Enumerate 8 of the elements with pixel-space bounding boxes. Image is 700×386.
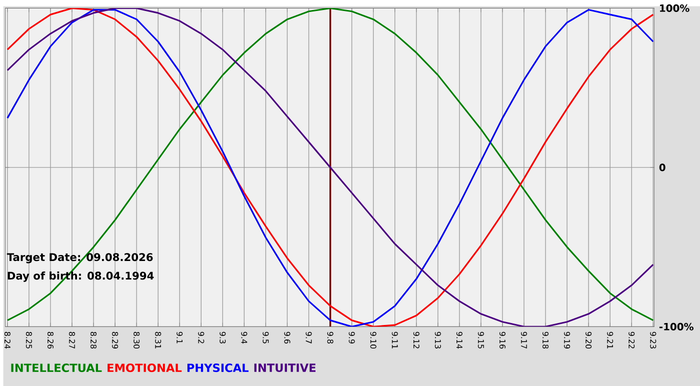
text: PHYSICAL	[187, 363, 248, 372]
annotation: Target Date: 09.08.2026	[6, 252, 153, 264]
y-tick-label: 0	[659, 163, 666, 172]
text: INTELLECTUAL	[11, 363, 102, 372]
text: INTUITIVE	[254, 363, 316, 372]
text: EMOTIONAL	[108, 363, 182, 372]
y-tick-label: -100%	[659, 322, 694, 330]
y-tick-label: 100%	[660, 4, 690, 12]
